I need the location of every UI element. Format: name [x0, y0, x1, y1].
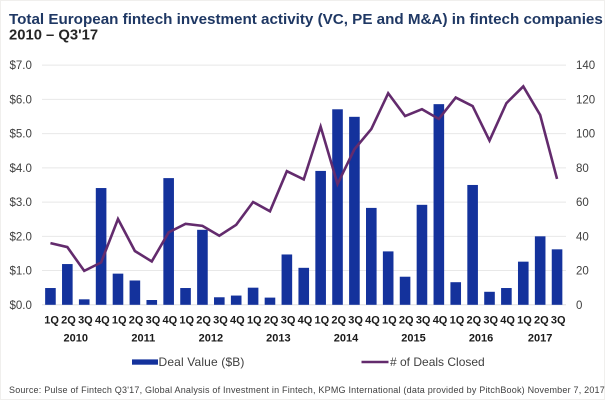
svg-text:1Q: 1Q [450, 315, 465, 327]
svg-text:1Q: 1Q [314, 315, 329, 327]
svg-text:2010: 2010 [64, 333, 88, 345]
svg-text:1Q: 1Q [179, 315, 194, 327]
svg-text:$0.0: $0.0 [10, 300, 32, 312]
svg-text:$2.0: $2.0 [10, 231, 32, 243]
svg-text:4Q: 4Q [365, 315, 380, 327]
svg-text:4Q: 4Q [230, 315, 245, 327]
svg-text:$5.0: $5.0 [10, 129, 32, 141]
svg-text:$7.0: $7.0 [10, 60, 32, 72]
svg-text:1Q: 1Q [247, 315, 262, 327]
svg-text:2Q: 2Q [61, 315, 76, 327]
svg-text:1Q: 1Q [517, 315, 532, 327]
svg-text:4Q: 4Q [500, 315, 515, 327]
svg-text:3Q: 3Q [348, 315, 363, 327]
svg-text:140: 140 [576, 60, 595, 72]
svg-text:3Q: 3Q [551, 315, 566, 327]
svg-text:4Q: 4Q [298, 315, 313, 327]
svg-text:2010 – Q3'17: 2010 – Q3'17 [9, 28, 98, 44]
svg-text:100: 100 [576, 129, 595, 141]
svg-text:80: 80 [576, 163, 589, 175]
svg-text:$1.0: $1.0 [10, 266, 32, 278]
svg-text:2016: 2016 [469, 333, 493, 345]
svg-text:3Q: 3Q [483, 315, 498, 327]
svg-text:3Q: 3Q [146, 315, 161, 327]
svg-text:1Q: 1Q [382, 315, 397, 327]
svg-text:2015: 2015 [401, 333, 425, 345]
svg-text:40: 40 [576, 231, 589, 243]
svg-text:2Q: 2Q [331, 315, 346, 327]
svg-text:20: 20 [576, 266, 589, 278]
svg-text:120: 120 [576, 94, 595, 106]
svg-text:2013: 2013 [266, 333, 290, 345]
svg-text:3Q: 3Q [78, 315, 93, 327]
svg-text:2012: 2012 [199, 333, 223, 345]
svg-text:60: 60 [576, 197, 589, 209]
svg-text:3Q: 3Q [281, 315, 296, 327]
svg-text:Source: Pulse of Fintech Q3'17: Source: Pulse of Fintech Q3'17, Global A… [9, 385, 605, 395]
svg-text:2017: 2017 [528, 333, 552, 345]
svg-text:1Q: 1Q [112, 315, 127, 327]
svg-text:2011: 2011 [131, 333, 155, 345]
svg-text:2Q: 2Q [129, 315, 144, 327]
svg-text:4Q: 4Q [95, 315, 110, 327]
svg-text:2Q: 2Q [264, 315, 279, 327]
svg-text:$4.0: $4.0 [10, 163, 32, 175]
svg-text:3Q: 3Q [213, 315, 228, 327]
svg-text:1Q: 1Q [44, 315, 59, 327]
svg-text:$3.0: $3.0 [10, 197, 32, 209]
svg-text:3Q: 3Q [416, 315, 431, 327]
svg-text:Deal Value ($B): Deal Value ($B) [159, 355, 245, 369]
svg-text:4Q: 4Q [163, 315, 178, 327]
svg-text:$6.0: $6.0 [10, 94, 32, 106]
svg-text:2Q: 2Q [399, 315, 414, 327]
svg-text:4Q: 4Q [433, 315, 448, 327]
svg-text:2Q: 2Q [534, 315, 549, 327]
svg-text:0: 0 [576, 300, 582, 312]
svg-text:2Q: 2Q [466, 315, 481, 327]
svg-text:2014: 2014 [334, 333, 359, 345]
svg-text:Total European fintech investm: Total European fintech investment activi… [9, 11, 603, 28]
svg-text:# of Deals Closed: # of Deals Closed [390, 355, 485, 369]
svg-text:2Q: 2Q [196, 315, 211, 327]
